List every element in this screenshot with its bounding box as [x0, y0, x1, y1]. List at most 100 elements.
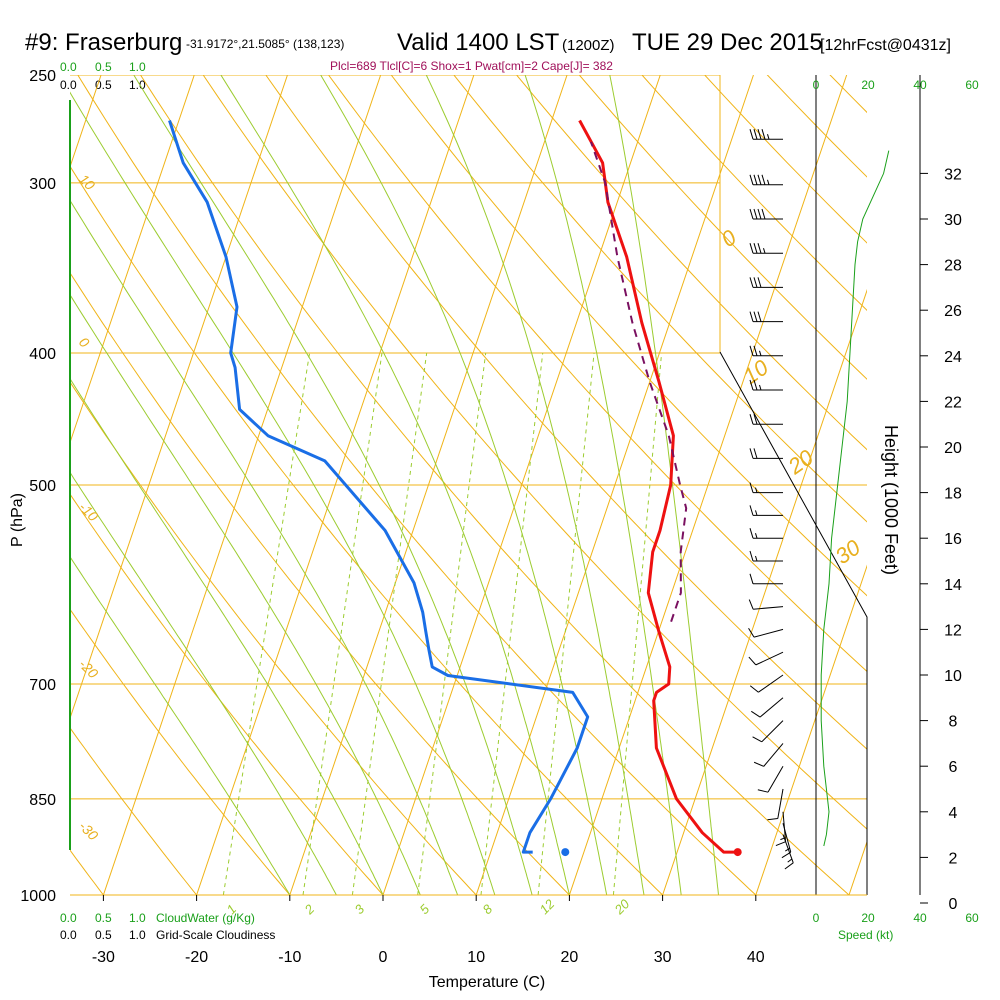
sounding-profiles [168, 119, 742, 857]
barb-flag [775, 841, 786, 847]
station-coords: -31.9172°,21.5085° (138,123) [186, 37, 344, 51]
barb-staff [767, 765, 784, 793]
x-tick-label: -10 [278, 949, 301, 966]
barb-flag [749, 505, 754, 516]
wind-barb [749, 414, 783, 425]
barb-flag [749, 129, 754, 140]
pressure-tick-label: 1000 [20, 888, 56, 905]
barb-staff [761, 720, 784, 743]
barb-flag [757, 243, 762, 254]
height-tick-label: 30 [944, 212, 962, 229]
cloudiness-tick: 1.0 [129, 928, 146, 942]
dry-adiabat [70, 849, 105, 895]
barb-staff [755, 651, 784, 666]
mixing-ratio-line [351, 352, 428, 895]
barb-flag [749, 482, 754, 493]
isotherm-line [70, 75, 288, 720]
mixing-ratio-line [417, 352, 487, 895]
height-tick-label: 6 [949, 759, 958, 776]
isotherm-line [70, 75, 195, 445]
isotherm-line [0, 75, 8, 895]
x-tick-label: 20 [561, 949, 579, 966]
pressure-tick-label: 700 [29, 677, 56, 694]
height-tick-label: 8 [949, 714, 958, 731]
wind-barbs [748, 129, 794, 870]
barb-half-flag [767, 179, 770, 185]
height-tick-label: 2 [949, 850, 958, 867]
x-axis-title: Temperature (C) [429, 974, 545, 991]
height-tick-label: 18 [944, 486, 962, 503]
speed-tick-label: 40 [913, 911, 927, 925]
isotherm-label: -10 [76, 499, 102, 525]
bottom-cloud-scale: 0.0 0.5 1.0 CloudWater (g/Kg) 0.0 0.5 1.… [60, 911, 275, 942]
moist-adiabat [70, 199, 459, 895]
speed-tick-label: 20 [861, 911, 875, 925]
wind-barb [749, 129, 783, 140]
dry-adiabat [993, 51, 1000, 924]
x-tick-label: -20 [185, 949, 208, 966]
isotherm-line [102, 75, 382, 895]
wind-barb [749, 345, 783, 357]
isotherm-line [755, 564, 867, 895]
pressure-tick-label: 300 [29, 176, 56, 193]
wind-barb [749, 528, 783, 539]
barb-flag [748, 628, 755, 638]
cloudwater-label: CloudWater (g/Kg) [156, 911, 255, 925]
dry-adiabat [931, 51, 1000, 924]
wind-barb [751, 697, 784, 718]
cloudwater-tick: 0.0 [60, 60, 77, 74]
barb-flag [757, 311, 762, 322]
barb-half-flag [759, 384, 762, 391]
barb-flag [757, 129, 762, 140]
barb-flag [748, 656, 757, 666]
wind-barb [749, 505, 783, 516]
pressure-tick-label: 850 [29, 792, 56, 809]
cloudwater-tick: 1.0 [129, 60, 146, 74]
height-tick-label: 4 [949, 805, 958, 822]
barb-flag [752, 736, 763, 743]
x-tick-label: 10 [467, 949, 485, 966]
barb-flag [753, 208, 758, 220]
mixing-ratio-label: 12 [537, 896, 558, 917]
mixing-ratio-line [222, 352, 311, 895]
pressure-tick-label: 400 [29, 346, 56, 363]
wind-barb [767, 788, 784, 821]
barb-flag [761, 174, 766, 185]
mixing-ratio-label: 20 [611, 896, 633, 918]
speed-tick-label: 0 [813, 78, 820, 92]
barb-flag [781, 851, 792, 859]
barb-panel-edge [719, 351, 868, 895]
isotherm-label: 10 [76, 171, 98, 193]
cloudiness-label: Grid-Scale Cloudiness [156, 928, 275, 942]
barb-half-flag [755, 487, 758, 493]
barb-flag [753, 448, 758, 459]
barb-flag [761, 208, 766, 220]
wind-barb [749, 482, 783, 494]
isotherm-line [662, 288, 867, 895]
barb-flag [757, 174, 762, 185]
isotherm-line [196, 75, 475, 895]
mixing-ratio-label: 2 [301, 901, 318, 918]
barb-flag [749, 448, 754, 459]
mixing-ratio-label: 3 [352, 901, 368, 917]
barb-half-flag [767, 134, 770, 140]
cloudwater-tick: 0.0 [60, 911, 77, 925]
pressure-tick-label: 500 [29, 478, 56, 495]
dry-adiabat [202, 75, 867, 830]
barb-staff [753, 628, 784, 638]
dry-adiabat [70, 381, 477, 895]
isotherm-label: 0 [76, 334, 93, 351]
barb-flag [753, 311, 758, 322]
wind-barb [749, 174, 783, 186]
wind-barb [748, 651, 784, 666]
moist-adiabat [70, 377, 384, 895]
dry-adiabat [453, 75, 867, 523]
moist-adiabat [70, 293, 421, 895]
cloudiness-tick: 0.0 [60, 928, 77, 942]
wind-barb [752, 720, 784, 743]
barb-flag [757, 277, 762, 288]
barb-half-flag [787, 858, 793, 863]
barb-half-flag [755, 533, 758, 539]
barb-flag [749, 414, 754, 425]
barb-half-flag [763, 248, 766, 254]
